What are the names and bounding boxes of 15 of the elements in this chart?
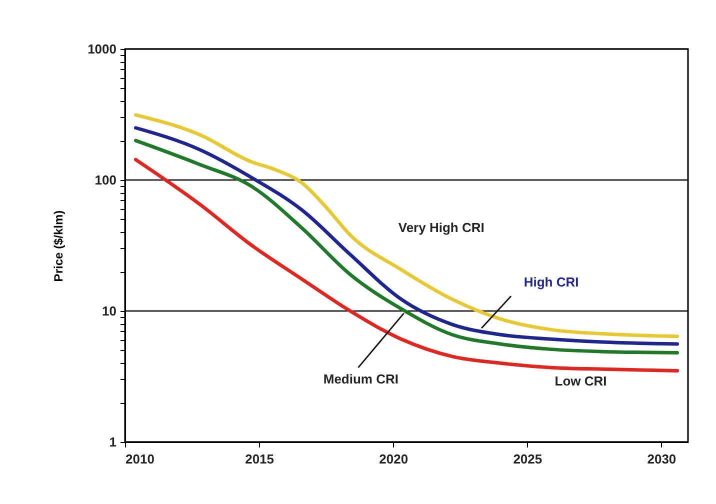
text: High CRI — [524, 274, 579, 290]
x-tick-label: 2010 — [126, 452, 154, 466]
x-tick-label: 2030 — [647, 452, 676, 466]
y-tick-label: 100 — [94, 172, 116, 188]
line-series — [134, 158, 680, 372]
text: Medium CRI — [323, 371, 398, 386]
x-tick-label: 2015 — [245, 452, 274, 466]
y-axis-title: Price ($/klm) — [52, 210, 66, 282]
text: Very High CRI — [398, 220, 484, 236]
y-tick-label: 1000 — [88, 42, 116, 56]
y-tick-label: 1 — [109, 434, 116, 450]
y-tick-label: 10 — [102, 304, 116, 318]
x-tick-label: 2025 — [513, 452, 542, 466]
series-label: Low CRI — [554, 373, 607, 388]
x-tick-label: 2020 — [379, 452, 408, 466]
